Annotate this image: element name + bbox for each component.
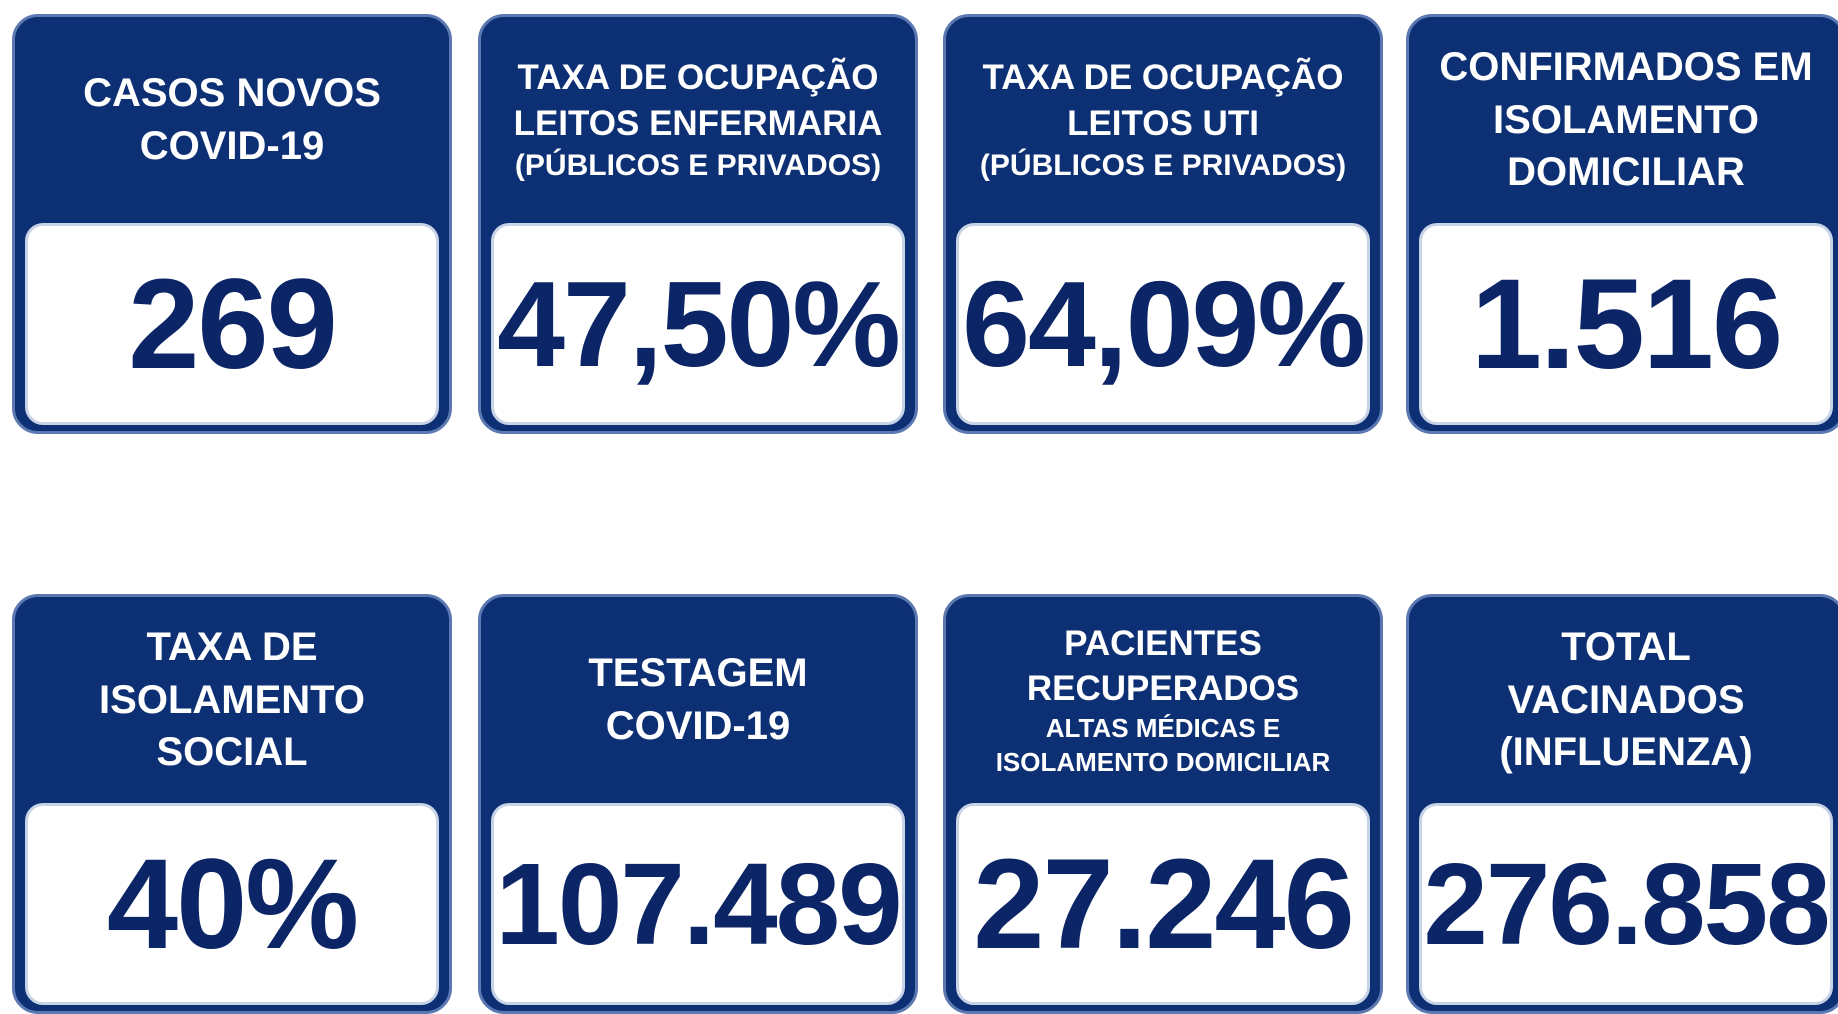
card-header: CONFIRMADOS EM ISOLAMENTO DOMICILIAR — [1409, 17, 1838, 223]
card-title: TAXA DE — [146, 624, 318, 669]
card-title: TOTAL — [1561, 624, 1691, 669]
card: TESTAGEM COVID-19 107.489 — [478, 594, 918, 1014]
value-box: 276.858 — [1419, 803, 1833, 1005]
card: CASOS NOVOS COVID-19 269 — [12, 14, 452, 434]
card-title: COVID-19 — [605, 704, 791, 748]
value-box: 107.489 — [491, 803, 905, 1005]
card-title: ISOLAMENTO — [99, 677, 365, 722]
card-value: 64,09% — [962, 256, 1366, 392]
card-title: LEITOS UTI — [1067, 103, 1259, 143]
card-header: TAXA DE OCUPAÇÃO LEITOS UTI (PÚBLICOS E PR… — [946, 17, 1380, 223]
value-box: 64,09% — [956, 223, 1370, 425]
card-title: ISOLAMENTO — [1493, 97, 1759, 142]
value-box: 269 — [25, 223, 439, 425]
card-title: TAXA DE OCUPAÇÃO — [982, 58, 1344, 97]
value-box: 40% — [25, 803, 439, 1005]
card-header: TAXA DE ISOLAMENTO SOCIAL — [15, 597, 449, 803]
card-value: 47,50% — [497, 256, 901, 392]
card: CONFIRMADOS EM ISOLAMENTO DOMICILIAR 1.516 — [1406, 14, 1838, 434]
card-value: 107.489 — [495, 839, 902, 969]
card-header: TESTAGEM COVID-19 — [481, 597, 915, 803]
card-title: TAXA DE OCUPAÇÃO — [517, 58, 879, 97]
card-title: RECUPERADOS — [1026, 669, 1300, 709]
card-title: LEITOS ENFERMARIA — [513, 103, 883, 143]
card-value: 40% — [106, 832, 359, 976]
card: TAXA DE OCUPAÇÃO LEITOS UTI (PÚBLICOS E PR… — [943, 14, 1383, 434]
card-subtitle: ALTAS MÉDICAS E — [1045, 712, 1281, 743]
value-box: 27.246 — [956, 803, 1370, 1005]
card: TAXA DE OCUPAÇÃO LEITOS ENFERMARIA (PÚBLIC… — [478, 14, 918, 434]
card-subtitle: ISOLAMENTO DOMICILIAR — [995, 746, 1331, 777]
card-title: (INFLUENZA) — [1499, 730, 1753, 775]
card-value: 276.858 — [1423, 839, 1830, 969]
card-title: COVID-19 — [139, 124, 325, 168]
value-box: 47,50% — [491, 223, 905, 425]
card: PACIENTES RECUPERADOS ALTAS MÉDICAS E ISOLA… — [943, 594, 1383, 1014]
card-value: 269 — [128, 252, 338, 396]
card-title: SOCIAL — [156, 730, 308, 775]
card-title: CONFIRMADOS EM — [1439, 44, 1813, 89]
card-title: CASOS NOVOS — [83, 71, 381, 116]
card-header: CASOS NOVOS COVID-19 — [15, 17, 449, 223]
card: TAXA DE ISOLAMENTO SOCIAL 40% — [12, 594, 452, 1014]
card-title: VACINADOS — [1507, 677, 1745, 722]
value-box: 1.516 — [1419, 223, 1833, 425]
card: TOTAL VACINADOS (INFLUENZA) 276.858 — [1406, 594, 1838, 1014]
card-header: TOTAL VACINADOS (INFLUENZA) — [1409, 597, 1838, 803]
card-subtitle: (PÚBLICOS E PRIVADOS) — [514, 149, 882, 182]
card-value: 1.516 — [1470, 252, 1783, 396]
card-subtitle: (PÚBLICOS E PRIVADOS) — [979, 149, 1347, 182]
card-title: DOMICILIAR — [1507, 150, 1745, 195]
card-header: PACIENTES RECUPERADOS ALTAS MÉDICAS E ISOLA… — [946, 597, 1380, 803]
card-title: PACIENTES — [1064, 623, 1262, 663]
card-title: TESTAGEM — [588, 651, 808, 696]
card-value: 27.246 — [973, 832, 1354, 976]
card-header: TAXA DE OCUPAÇÃO LEITOS ENFERMARIA (PÚBLIC… — [481, 17, 915, 223]
